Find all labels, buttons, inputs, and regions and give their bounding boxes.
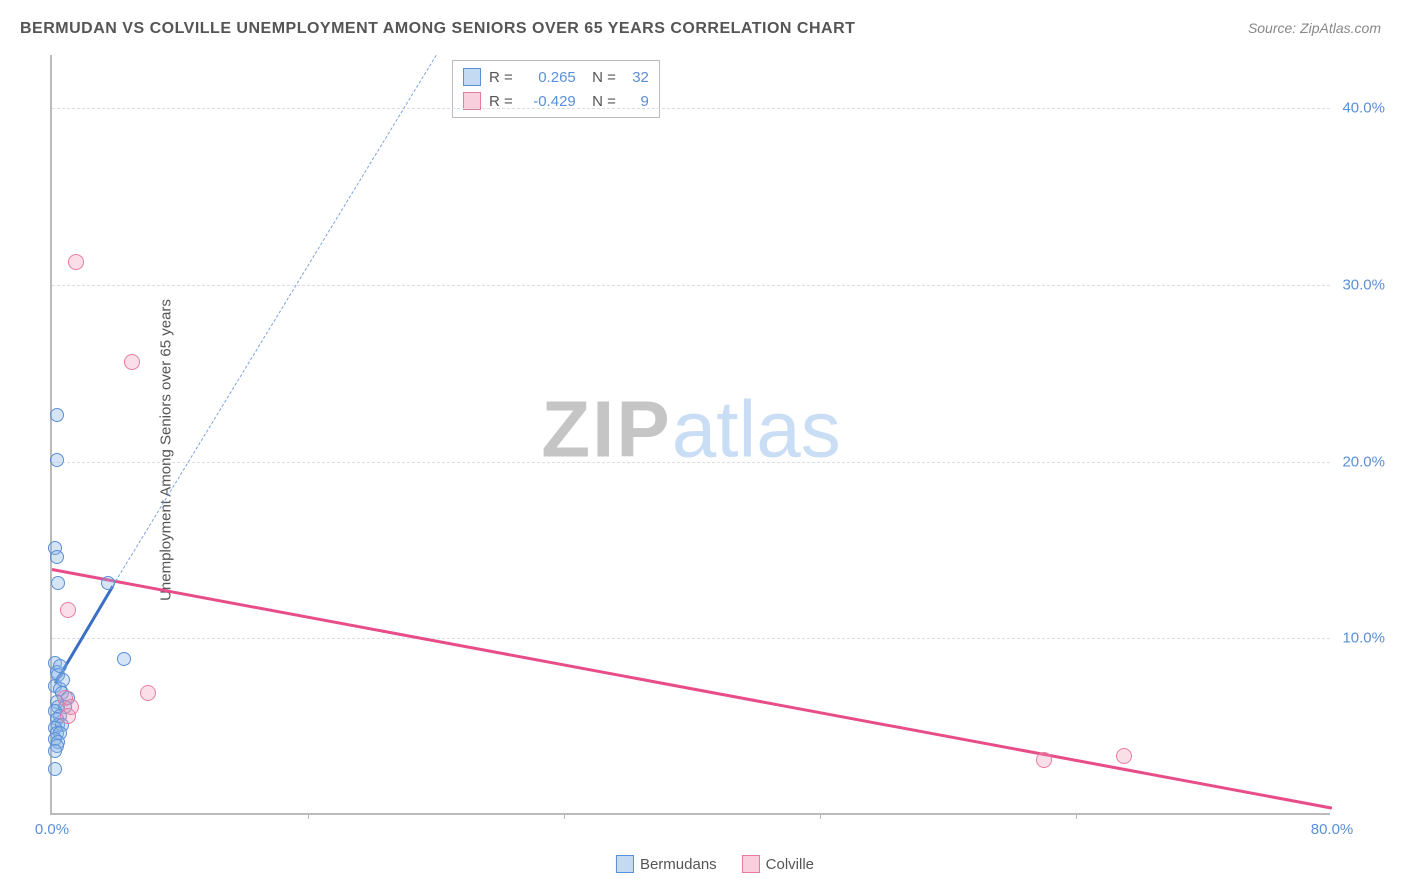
gridline-horizontal <box>52 108 1330 109</box>
chart-container: Unemployment Among Seniors over 65 years… <box>50 55 1380 845</box>
scatter-point <box>1116 748 1132 764</box>
x-tick-label: 0.0% <box>35 821 69 838</box>
swatch-pink-icon <box>742 855 760 873</box>
scatter-point <box>60 708 76 724</box>
stats-row-colville: R = -0.429 N = 9 <box>463 89 649 113</box>
trend-line <box>52 568 1332 809</box>
stat-r-value-bermudans: 0.265 <box>521 69 576 86</box>
scatter-point <box>51 576 65 590</box>
stat-n-value-colville: 9 <box>624 93 649 110</box>
stat-r-label: R = <box>489 93 513 110</box>
trend-line <box>112 55 436 586</box>
stat-r-value-colville: -0.429 <box>521 93 576 110</box>
x-tick-mark <box>820 813 821 819</box>
x-tick-label: 80.0% <box>1311 821 1354 838</box>
legend-label-bermudans: Bermudans <box>640 856 717 873</box>
plot-area: ZIPatlas R = 0.265 N = 32 R = -0.429 N =… <box>50 55 1330 815</box>
gridline-horizontal <box>52 462 1330 463</box>
source-attribution: Source: ZipAtlas.com <box>1248 20 1381 36</box>
scatter-point <box>60 602 76 618</box>
y-tick-label: 40.0% <box>1342 100 1385 117</box>
stats-row-bermudans: R = 0.265 N = 32 <box>463 65 649 89</box>
y-tick-label: 10.0% <box>1342 630 1385 647</box>
watermark-atlas: atlas <box>672 384 841 473</box>
gridline-horizontal <box>52 638 1330 639</box>
scatter-point <box>1036 752 1052 768</box>
gridline-horizontal <box>52 285 1330 286</box>
stat-r-label: R = <box>489 69 513 86</box>
watermark-zip: ZIP <box>541 384 671 473</box>
x-tick-mark <box>308 813 309 819</box>
scatter-point <box>140 685 156 701</box>
chart-title: BERMUDAN VS COLVILLE UNEMPLOYMENT AMONG … <box>20 20 855 38</box>
scatter-point <box>48 744 62 758</box>
scatter-point <box>56 673 70 687</box>
scatter-point <box>124 354 140 370</box>
scatter-point <box>53 659 67 673</box>
legend-item-bermudans: Bermudans <box>616 855 717 873</box>
swatch-blue-icon <box>616 855 634 873</box>
stat-n-value-bermudans: 32 <box>624 69 649 86</box>
legend-label-colville: Colville <box>766 856 814 873</box>
swatch-blue-icon <box>463 68 481 86</box>
scatter-point <box>50 550 64 564</box>
x-tick-mark <box>564 813 565 819</box>
scatter-point <box>50 453 64 467</box>
legend-item-colville: Colville <box>742 855 814 873</box>
scatter-point <box>50 408 64 422</box>
stat-n-label: N = <box>584 93 616 110</box>
y-tick-label: 20.0% <box>1342 453 1385 470</box>
stats-legend-box: R = 0.265 N = 32 R = -0.429 N = 9 <box>452 60 660 118</box>
bottom-legend: Bermudans Colville <box>616 855 814 873</box>
scatter-point <box>68 254 84 270</box>
scatter-point <box>48 762 62 776</box>
stat-n-label: N = <box>584 69 616 86</box>
y-tick-label: 30.0% <box>1342 276 1385 293</box>
scatter-point <box>101 576 115 590</box>
x-tick-mark <box>1076 813 1077 819</box>
scatter-point <box>117 652 131 666</box>
